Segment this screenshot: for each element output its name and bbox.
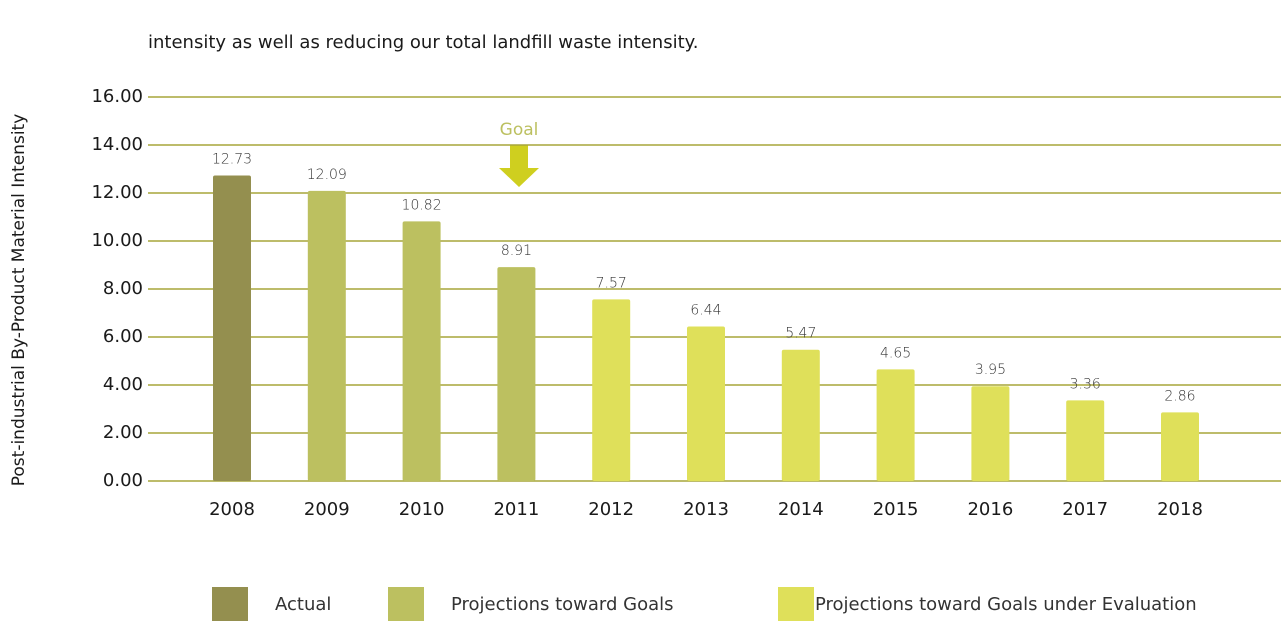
x-tick-label: 2014 <box>778 499 824 520</box>
legend-swatch <box>778 587 814 621</box>
legend-swatch <box>388 587 424 621</box>
x-tick-label: 2011 <box>493 499 539 520</box>
goal-annotation: Goal <box>500 120 539 140</box>
bar <box>687 326 725 481</box>
goal-arrow <box>499 145 539 187</box>
subtitle: intensity as well as reducing our total … <box>148 32 698 53</box>
bar <box>876 369 915 481</box>
data-label: 12.09 <box>307 167 347 183</box>
y-tick-label: 4.00 <box>103 374 143 395</box>
y-tick-label: 2.00 <box>103 422 143 443</box>
data-label: 3.95 <box>975 362 1006 378</box>
x-tick-label: 2008 <box>209 499 255 520</box>
bar <box>1066 400 1105 481</box>
x-tick-label: 2016 <box>967 499 1013 520</box>
y-tick-label: 12.00 <box>91 182 143 203</box>
bar <box>213 175 251 482</box>
bar <box>781 349 820 481</box>
bar <box>497 267 536 481</box>
data-label: 10.82 <box>402 197 442 213</box>
bar <box>402 221 441 481</box>
y-tick-label: 0.00 <box>103 470 143 491</box>
legend-label: Projections toward Goals under Evaluatio… <box>815 594 1197 615</box>
y-tick-label: 16.00 <box>91 86 143 107</box>
y-tick-label: 6.00 <box>103 326 143 347</box>
data-label: 12.73 <box>212 151 252 167</box>
data-label: 6.44 <box>690 302 721 318</box>
bar <box>971 386 1010 481</box>
data-label: 2.86 <box>1164 388 1195 404</box>
data-label: 5.47 <box>785 326 816 342</box>
data-label: 3.36 <box>1070 376 1101 392</box>
x-tick-label: 2012 <box>588 499 634 520</box>
legend-label: Actual <box>275 594 331 615</box>
y-tick-label: 8.00 <box>103 278 143 299</box>
data-label: 7.57 <box>596 275 627 291</box>
bar <box>592 299 631 481</box>
x-tick-label: 2013 <box>683 499 729 520</box>
x-tick-label: 2018 <box>1157 499 1203 520</box>
data-label: 8.91 <box>501 243 532 259</box>
y-tick-label: 10.00 <box>91 230 143 251</box>
x-tick-label: 2010 <box>399 499 445 520</box>
bar <box>307 190 346 481</box>
legend-label: Projections toward Goals <box>451 594 674 615</box>
legend-swatch <box>212 587 248 621</box>
x-tick-label: 2017 <box>1062 499 1108 520</box>
y-tick-label: 14.00 <box>91 134 143 155</box>
y-axis-label: Post-industrial By-Product Material Inte… <box>9 114 29 487</box>
bar <box>1161 412 1199 481</box>
x-tick-label: 2009 <box>304 499 350 520</box>
data-label: 4.65 <box>880 345 911 361</box>
x-tick-label: 2015 <box>873 499 919 520</box>
